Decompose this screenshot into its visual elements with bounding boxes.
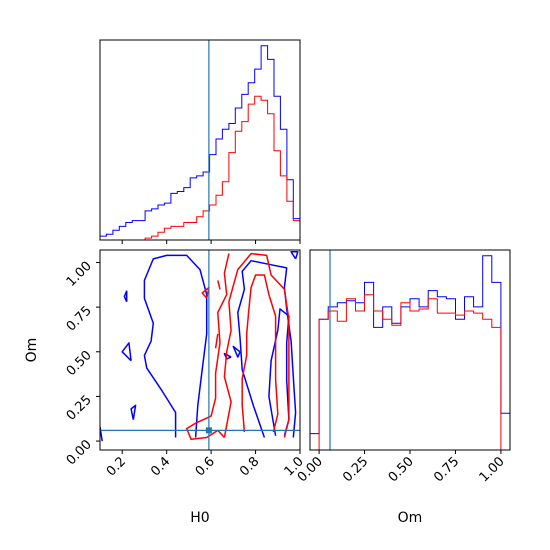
om-hist-red [310, 294, 510, 451]
contour-truth-marker [205, 427, 212, 434]
contour-red-11 [185, 253, 230, 441]
contour-blue-0 [143, 254, 208, 438]
h0-hist-red [100, 95, 301, 241]
h0-hist-blue [99, 45, 301, 240]
contour-group [100, 250, 300, 450]
contour-frame [99, 249, 301, 451]
contour-xlabel: H0 [190, 510, 209, 526]
contour-blue-1 [237, 259, 297, 438]
contour-ylabel: Om [24, 338, 40, 363]
contour-red-14 [214, 333, 219, 349]
contour-blue-5 [130, 404, 137, 420]
contour-blue-4 [123, 290, 128, 303]
h0-marginal-frame [99, 39, 301, 241]
contour-red-15 [217, 280, 221, 290]
contour-red-12 [241, 274, 279, 433]
contour-blue-9 [290, 251, 299, 260]
contour-blue-2 [268, 308, 290, 436]
contour-red-10 [223, 252, 290, 438]
contour-red-13 [201, 286, 210, 299]
contour-blue-6 [232, 345, 241, 358]
om-xlabel: Om [398, 510, 423, 526]
contour-blue-3 [121, 342, 132, 362]
